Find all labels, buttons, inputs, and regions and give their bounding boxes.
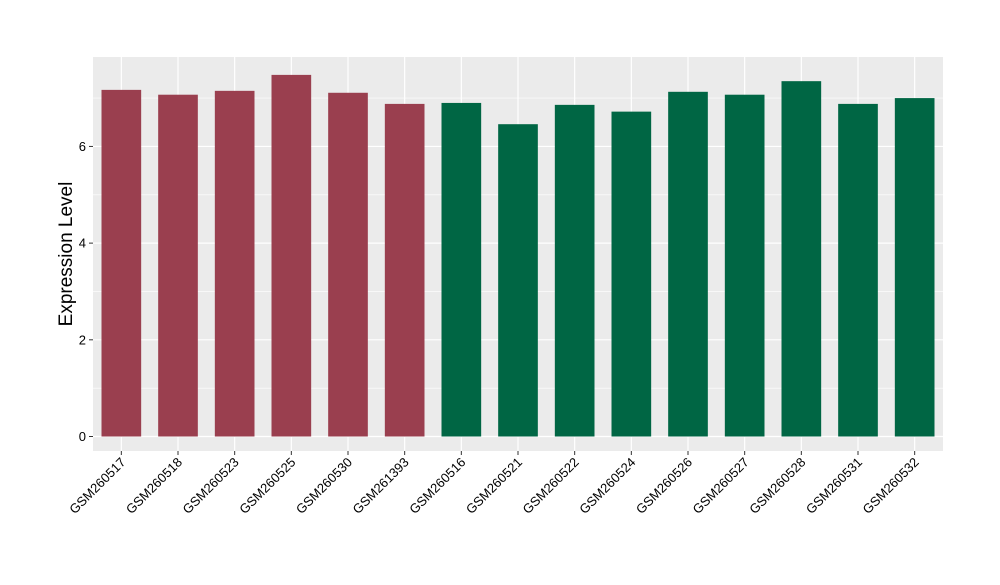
bar bbox=[328, 92, 368, 437]
x-tick-label: GSM260527 bbox=[690, 455, 752, 517]
x-tick-label: GSM261393 bbox=[350, 455, 412, 517]
x-tick-label: GSM260526 bbox=[633, 455, 695, 517]
bars bbox=[101, 74, 935, 437]
bar bbox=[214, 90, 255, 437]
x-tick-label: GSM260517 bbox=[66, 455, 128, 517]
x-tick-label: GSM260528 bbox=[746, 455, 808, 517]
x-tick-label: GSM260530 bbox=[293, 455, 355, 517]
bar bbox=[838, 103, 878, 437]
y-tick-label: 4 bbox=[79, 236, 86, 251]
x-axis: GSM260517GSM260518GSM260523GSM260525GSM2… bbox=[66, 451, 922, 517]
bar bbox=[271, 74, 312, 437]
y-axis-title: Expression Level bbox=[56, 182, 77, 327]
bar bbox=[611, 111, 652, 437]
bar bbox=[724, 94, 765, 437]
y-tick-label: 2 bbox=[79, 332, 86, 347]
bar bbox=[384, 103, 425, 437]
bar bbox=[554, 104, 595, 437]
y-axis: 0 2 4 6 bbox=[79, 139, 93, 444]
bar bbox=[101, 89, 142, 437]
bar bbox=[158, 94, 198, 437]
x-tick-label: GSM260516 bbox=[406, 455, 468, 517]
x-tick-label: GSM260521 bbox=[463, 455, 525, 517]
x-tick-label: GSM260532 bbox=[860, 455, 922, 517]
bar bbox=[668, 91, 708, 437]
y-tick-label: 0 bbox=[79, 429, 86, 444]
bar bbox=[498, 124, 538, 437]
bar bbox=[894, 98, 935, 437]
x-tick-label: GSM260525 bbox=[236, 455, 298, 517]
bar bbox=[781, 81, 822, 437]
x-tick-label: GSM260518 bbox=[123, 455, 185, 517]
x-tick-label: GSM260523 bbox=[180, 455, 242, 517]
y-tick-label: 6 bbox=[79, 139, 86, 154]
bar bbox=[441, 102, 482, 437]
x-tick-label: GSM260522 bbox=[520, 455, 582, 517]
x-tick-label: GSM260531 bbox=[803, 455, 865, 517]
x-tick-label: GSM260524 bbox=[576, 455, 638, 517]
